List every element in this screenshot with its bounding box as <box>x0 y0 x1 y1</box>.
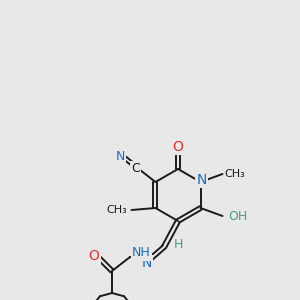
Text: N: N <box>196 173 207 187</box>
Text: H: H <box>174 238 183 251</box>
Text: CH₃: CH₃ <box>107 205 128 215</box>
Text: C: C <box>131 161 140 175</box>
Text: O: O <box>172 140 183 154</box>
Text: N: N <box>116 149 125 163</box>
Text: O: O <box>88 249 99 263</box>
Text: N: N <box>142 256 152 270</box>
Text: OH: OH <box>229 209 248 223</box>
Text: CH₃: CH₃ <box>224 169 245 179</box>
Text: NH: NH <box>132 247 151 260</box>
